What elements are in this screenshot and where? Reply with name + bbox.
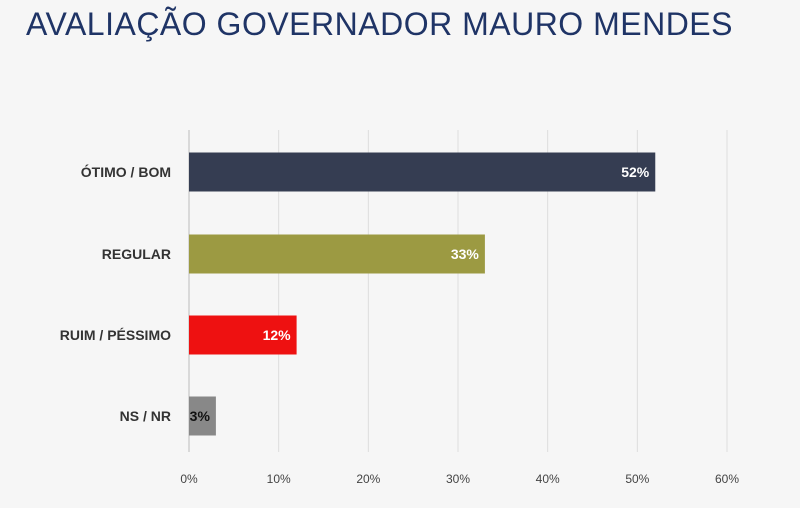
category-label: REGULAR	[102, 246, 171, 262]
bar	[189, 152, 656, 192]
x-tick-label: 60%	[715, 472, 739, 486]
x-tick-label: 30%	[446, 472, 470, 486]
chart-title: AVALIAÇÃO GOVERNADOR MAURO MENDES	[26, 6, 733, 42]
bars	[189, 152, 656, 436]
x-tick-label: 0%	[180, 472, 198, 486]
value-label: 3%	[190, 408, 211, 424]
value-label: 33%	[451, 246, 480, 262]
x-tick-labels: 0% 10% 20% 30% 40% 50% 60%	[180, 472, 739, 486]
bar	[189, 234, 485, 274]
x-tick-label: 40%	[536, 472, 560, 486]
category-label: RUIM / PÉSSIMO	[60, 327, 171, 343]
category-label: ÓTIMO / BOM	[81, 163, 171, 180]
category-labels: ÓTIMO / BOM REGULAR RUIM / PÉSSIMO NS / NR	[60, 163, 171, 424]
x-tick-label: 10%	[267, 472, 291, 486]
bar	[189, 315, 297, 355]
category-label: NS / NR	[120, 408, 171, 424]
value-label: 52%	[621, 164, 650, 180]
bar	[189, 396, 216, 436]
x-tick-label: 50%	[625, 472, 649, 486]
value-labels: 52% 33% 12% 3%	[190, 164, 650, 424]
value-label: 12%	[263, 327, 292, 343]
x-tick-label: 20%	[356, 472, 380, 486]
